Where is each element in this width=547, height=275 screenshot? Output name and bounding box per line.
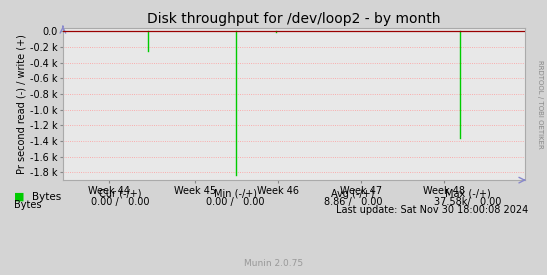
Text: RRDTOOL / TOBI OETIKER: RRDTOOL / TOBI OETIKER: [537, 60, 543, 149]
Text: 37.58k/   0.00: 37.58k/ 0.00: [434, 197, 502, 207]
Text: 0.00 /   0.00: 0.00 / 0.00: [206, 197, 264, 207]
Text: Last update: Sat Nov 30 18:00:08 2024: Last update: Sat Nov 30 18:00:08 2024: [336, 205, 528, 215]
Text: Bytes: Bytes: [32, 192, 61, 202]
Text: ■: ■: [14, 192, 24, 202]
Y-axis label: Pr second read (-) / write (+): Pr second read (-) / write (+): [17, 34, 27, 174]
Text: Min (-/+): Min (-/+): [214, 189, 257, 199]
Text: Cur (-/+): Cur (-/+): [99, 189, 142, 199]
Text: Bytes: Bytes: [14, 200, 41, 210]
Text: Munin 2.0.75: Munin 2.0.75: [244, 260, 303, 268]
Text: Max (-/+): Max (-/+): [445, 189, 491, 199]
Text: 8.86 /   0.00: 8.86 / 0.00: [324, 197, 382, 207]
Text: Avg (-/+): Avg (-/+): [331, 189, 375, 199]
Title: Disk throughput for /dev/loop2 - by month: Disk throughput for /dev/loop2 - by mont…: [147, 12, 441, 26]
Text: 0.00 /   0.00: 0.00 / 0.00: [91, 197, 149, 207]
